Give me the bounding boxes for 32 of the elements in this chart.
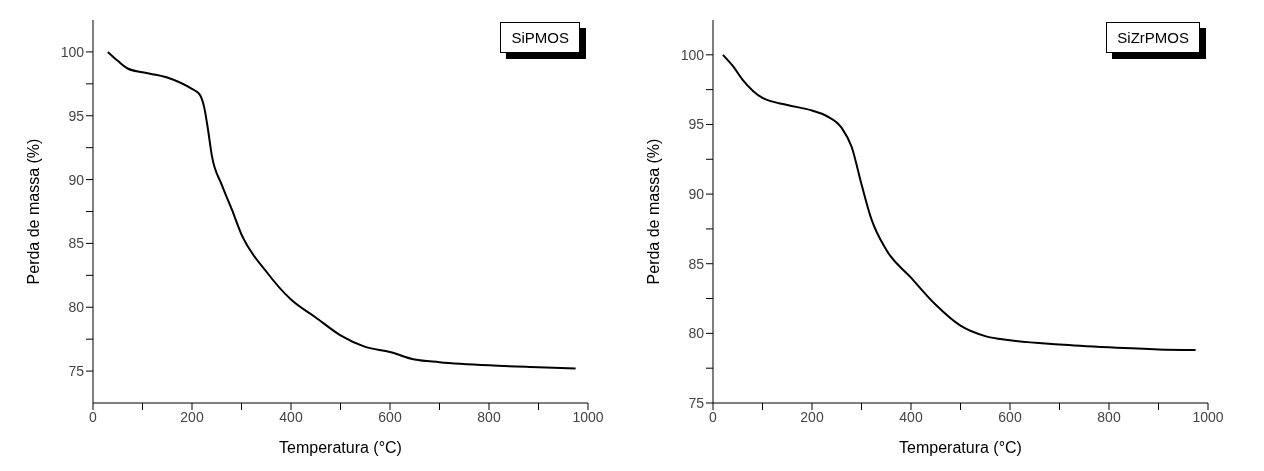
x-tick-label: 400	[899, 408, 923, 425]
x-tick-label: 800	[1097, 408, 1121, 425]
line-series	[106, 50, 577, 370]
x-tick-label: 1000	[572, 408, 604, 425]
x-axis-title: Temperatura (°C)	[279, 439, 402, 456]
y-tick-label: 75	[688, 394, 705, 411]
y-tick-label: 85	[688, 255, 705, 272]
y-tick-label: 80	[68, 299, 85, 316]
x-tick-label: 800	[477, 408, 501, 425]
y-tick-label: 100	[60, 43, 85, 60]
y-tick-label: 95	[688, 116, 705, 133]
x-tick-label: 200	[800, 408, 824, 425]
annotation: SiZrPMOS	[1106, 22, 1200, 53]
x-tick-label: 600	[998, 408, 1022, 425]
y-axis-title: Perda de massa (%)	[644, 138, 662, 285]
x-tick-label: 200	[180, 408, 204, 425]
annotation: SiPMOS	[500, 22, 580, 53]
x-axis-title: Temperatura (°C)	[899, 439, 1022, 456]
x-tick-label: 400	[279, 408, 303, 425]
y-tick-label: 90	[68, 171, 85, 188]
y-tick-label: 80	[688, 325, 705, 342]
x-tick-label: 0	[709, 408, 718, 425]
x-tick-label: 0	[89, 408, 98, 425]
x-tick-label: 1000	[1192, 408, 1224, 425]
x-tick-label: 600	[378, 408, 402, 425]
y-axis-title: Perda de massa (%)	[24, 138, 42, 285]
y-tick-label: 95	[68, 107, 85, 124]
line-series	[721, 53, 1197, 352]
y-tick-label: 75	[68, 363, 85, 380]
y-tick-label: 90	[688, 186, 705, 203]
y-tick-label: 100	[680, 46, 705, 63]
y-tick-label: 85	[68, 235, 85, 252]
